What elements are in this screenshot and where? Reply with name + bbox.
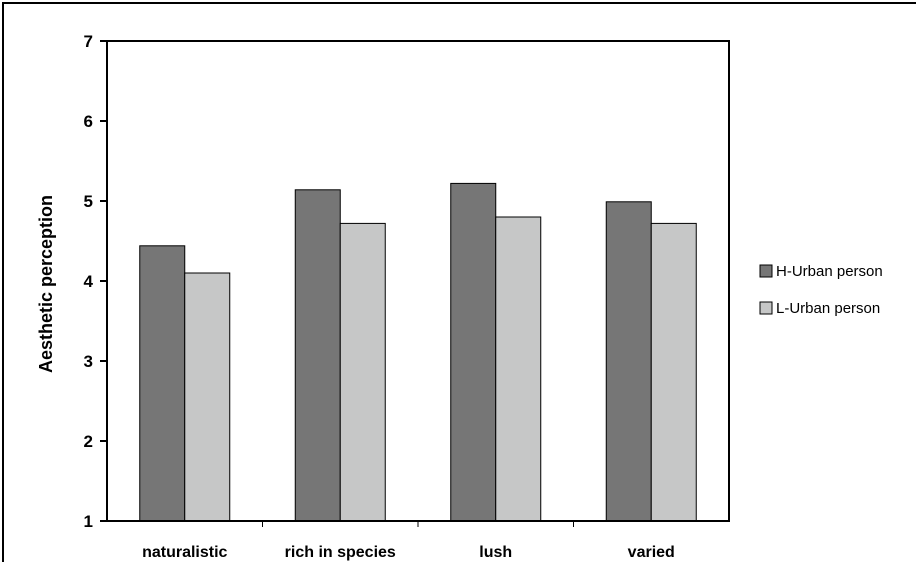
x-category-label: rich in species <box>285 544 396 561</box>
bar-l-urban-lush <box>495 216 542 522</box>
y-tick-label: 3 <box>84 352 93 371</box>
legend-swatch-l-urban <box>759 301 773 315</box>
bar-h-urban-naturalistic <box>139 245 186 522</box>
bar-chart: 1 2 3 4 5 6 7 naturalistic rich in species lush v… <box>36 32 883 561</box>
x-axis: naturalistic rich in species lush varied <box>107 520 729 561</box>
bar-h-urban-rich-in-species <box>294 189 341 522</box>
y-tick-label: 5 <box>84 192 93 211</box>
x-category-label: varied <box>628 544 675 561</box>
chart-frame: 1 2 3 4 5 6 7 naturalistic rich in species lush v… <box>2 2 916 562</box>
y-axis: 1 2 3 4 5 6 7 <box>84 32 107 531</box>
y-axis-title: Aesthetic perception <box>36 195 56 373</box>
y-tick-label: 2 <box>84 432 93 451</box>
x-category-label: naturalistic <box>142 544 227 561</box>
y-tick-label: 6 <box>84 112 93 131</box>
legend-swatch-h-urban <box>759 264 773 278</box>
bar-l-urban-varied <box>650 222 697 522</box>
bar-h-urban-lush <box>450 182 497 522</box>
plot-area <box>106 40 730 522</box>
bar-l-urban-naturalistic <box>184 272 231 522</box>
bar-h-urban-varied <box>605 201 652 522</box>
y-tick-label: 1 <box>84 512 93 531</box>
legend-label-l-urban: L-Urban person <box>776 300 880 317</box>
y-tick-label: 4 <box>84 272 94 291</box>
legend-label-h-urban: H-Urban person <box>776 263 883 280</box>
bar-l-urban-rich-in-species <box>339 222 386 522</box>
legend: H-Urban person L-Urban person <box>759 263 883 317</box>
x-category-label: lush <box>479 544 512 561</box>
y-tick-label: 7 <box>84 32 93 51</box>
